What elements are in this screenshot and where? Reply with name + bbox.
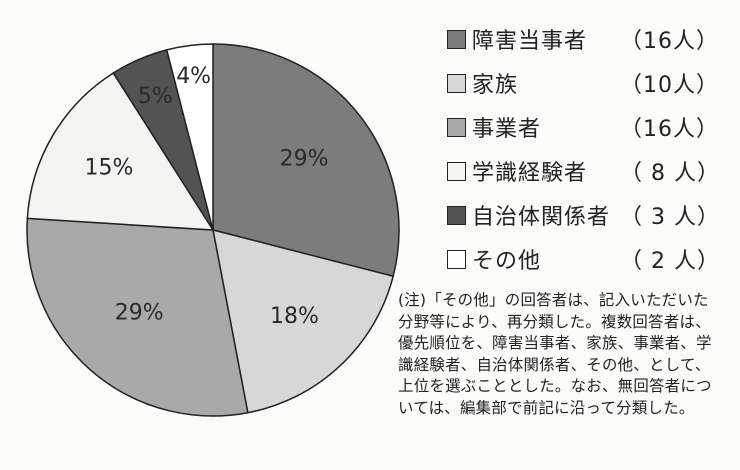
legend-label: その他: [472, 249, 542, 274]
legend-swatch: [447, 73, 466, 93]
legend-swatch: [447, 205, 466, 225]
footnote: (注)「その他」の回答者は、記入いただいた分野等により、再分類した。複数回答者は…: [398, 291, 712, 417]
legend-swatch: [447, 29, 466, 49]
legend-item-障害当事者: 障害当事者 （16人）: [447, 22, 732, 56]
legend-label: 事業者: [472, 117, 542, 142]
pie-slice: [26, 217, 249, 417]
legend-swatch: [447, 161, 466, 181]
slice-percent-label: 29%: [280, 146, 329, 171]
legend-label: 自治体関係者: [472, 205, 611, 230]
slice-percent-label: 5%: [138, 84, 173, 109]
slice-percent-label: 4%: [176, 64, 211, 89]
legend-count: （16人）: [620, 29, 719, 54]
legend-item-自治体関係者: 自治体関係者 （ 3 人）: [447, 198, 732, 232]
pie-slice: [212, 43, 400, 278]
slice-percent-label: 18%: [270, 304, 319, 329]
legend-count: （16人）: [620, 117, 719, 142]
legend-count: （ 3 人）: [620, 205, 720, 230]
legend: 障害当事者 （16人） 家族 （10人） 事業者 （16人） 学識経験者 （ 8…: [447, 22, 732, 286]
slice-percent-label: 15%: [84, 155, 133, 180]
legend-item-その他: その他 （ 2 人）: [447, 242, 732, 276]
legend-count: （ 8 人）: [620, 161, 720, 186]
legend-item-学識経験者: 学識経験者 （ 8 人）: [447, 154, 732, 188]
pie-chart: 29% 18% 29% 15% 5%4%: [26, 43, 400, 417]
pie-slice: [26, 71, 215, 231]
legend-count: （10人）: [620, 73, 719, 98]
legend-label: 家族: [472, 73, 519, 98]
legend-count: （ 2 人）: [620, 249, 720, 274]
pie-slice: [165, 43, 214, 231]
legend-item-家族: 家族 （10人）: [447, 66, 732, 100]
legend-swatch: [447, 117, 466, 137]
slice-percent-label: 29%: [115, 301, 164, 326]
legend-label: 学識経験者: [472, 161, 588, 186]
legend-label: 障害当事者: [472, 29, 588, 54]
pie-slice: [212, 228, 395, 414]
legend-swatch: [447, 249, 466, 269]
legend-item-事業者: 事業者 （16人）: [447, 110, 732, 144]
